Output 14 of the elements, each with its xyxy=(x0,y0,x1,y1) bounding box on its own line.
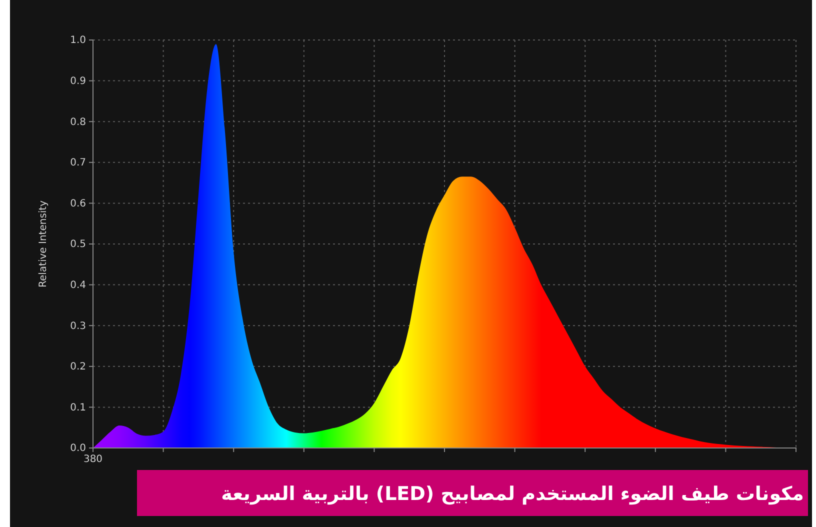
y-tick-label: 0.4 xyxy=(70,280,86,291)
y-tick-label: 0.7 xyxy=(70,158,86,169)
y-tick-label: 0.2 xyxy=(70,362,86,373)
y-tick-label: 0.8 xyxy=(70,116,86,128)
y-tick-label: 0.1 xyxy=(70,402,86,414)
x-tick-label: 380 xyxy=(83,454,103,466)
y-tick-label: 1.0 xyxy=(70,35,86,46)
y-tick-label: 0.9 xyxy=(70,76,86,87)
y-tick-label: 0.0 xyxy=(70,443,86,454)
y-tick-label: 0.6 xyxy=(70,198,86,210)
text: مكونات طيف الضوء المستخدم لمصابيح (LED) بالتربية السريعة xyxy=(221,483,804,505)
y-tick-label: 0.3 xyxy=(70,320,86,332)
y-tick-label: 0.5 xyxy=(70,239,86,250)
y-axis-title: Relative Intensity xyxy=(38,200,49,288)
